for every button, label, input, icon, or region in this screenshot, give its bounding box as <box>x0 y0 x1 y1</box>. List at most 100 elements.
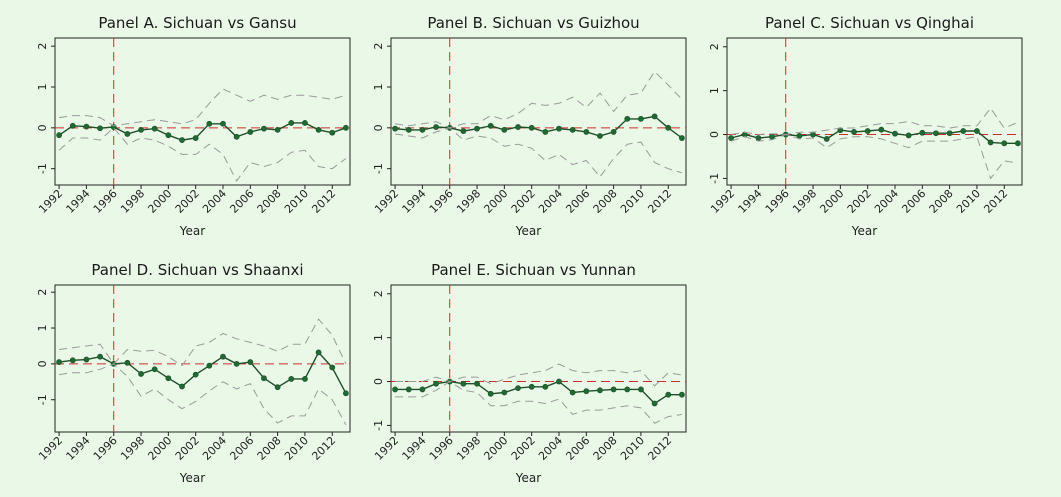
estimate-point <box>151 125 158 132</box>
panel-e: Panel E. Sichuan vs Yunnan -1 0 1 2 1992 1994 1… <box>356 255 696 495</box>
estimate-point <box>247 359 254 365</box>
x-tick-label: 2002 <box>173 187 202 216</box>
plot-frame <box>54 284 351 433</box>
x-axis-label: Year <box>179 471 205 485</box>
x-tick-label: 2004 <box>200 434 229 463</box>
estimate-point <box>392 386 398 393</box>
estimate-point <box>165 132 172 139</box>
estimate-point <box>569 126 576 133</box>
x-tick-label: 2004 <box>200 187 229 216</box>
x-tick-label: 2000 <box>481 434 510 463</box>
estimate-point <box>192 135 199 141</box>
chart-title: Panel A. Sichuan vs Gansu <box>98 14 296 32</box>
estimate-point <box>501 389 508 396</box>
estimate-point <box>192 371 199 378</box>
y-tick-label: -1 <box>36 394 49 405</box>
estimate-point <box>597 133 603 139</box>
estimate-point <box>56 132 62 139</box>
estimate-point <box>97 353 103 360</box>
estimate-point <box>56 359 62 365</box>
x-tick-label: 2010 <box>618 434 647 463</box>
estimate-point <box>515 124 521 130</box>
x-tick-label: 1998 <box>790 187 819 216</box>
estimate-point <box>433 380 439 387</box>
estimate-point <box>151 366 158 373</box>
x-tick-label: 1996 <box>427 434 456 463</box>
x-tick-label: 2012 <box>981 187 1010 216</box>
x-tick-label: 2010 <box>618 187 647 216</box>
estimate-point <box>138 371 144 377</box>
chart-panel-e: Panel E. Sichuan vs Yunnan-1012199219941… <box>372 261 687 485</box>
estimate-point <box>556 378 562 385</box>
estimate-point <box>933 130 939 137</box>
x-tick-label: 2002 <box>509 187 538 216</box>
estimate-point <box>329 364 336 371</box>
estimate-point <box>220 120 226 127</box>
estimate-point <box>728 135 734 141</box>
x-tick-label: 1992 <box>372 434 401 463</box>
estimate-point <box>679 135 685 141</box>
estimate-point <box>665 391 672 398</box>
y-tick-label: 2 <box>36 43 49 50</box>
x-tick-label: 1992 <box>372 187 401 216</box>
plot-frame <box>390 37 687 186</box>
upper-ci-line <box>395 363 682 387</box>
estimate-point <box>851 129 857 135</box>
estimate-point <box>405 386 412 393</box>
estimate-point <box>946 130 953 137</box>
estimate-point <box>343 124 349 131</box>
x-tick-label: 2012 <box>645 434 674 463</box>
x-tick-label: 2008 <box>255 187 284 216</box>
x-tick-label: 1998 <box>118 187 147 216</box>
x-tick-label: 2010 <box>282 187 311 216</box>
estimate-point <box>638 115 644 122</box>
estimate-point <box>864 128 871 134</box>
x-tick-label: 2012 <box>309 434 338 463</box>
estimate-point <box>302 120 308 126</box>
estimate-point <box>487 390 494 397</box>
y-tick-label: 0 <box>708 131 721 138</box>
estimate-point <box>665 124 672 131</box>
estimate-line <box>730 128 1018 145</box>
x-tick-label: 1994 <box>400 434 429 463</box>
estimate-point <box>679 391 685 398</box>
estimate-point <box>610 386 617 393</box>
x-axis-label: Year <box>179 224 205 238</box>
estimate-point <box>460 128 467 134</box>
y-tick-label: 1 <box>372 334 385 341</box>
chart-panel-b: Panel B. Sichuan vs Guizhou -1 0 1 2 19921994… <box>372 14 687 238</box>
estimate-point <box>597 387 603 394</box>
plot-frame <box>726 37 1023 186</box>
estimate-point <box>69 122 76 129</box>
estimate-point <box>69 357 76 364</box>
x-tick-label: 2006 <box>563 187 592 216</box>
estimate-point <box>987 139 994 146</box>
y-tick-label: 0 <box>372 124 385 131</box>
estimate-point <box>343 390 349 397</box>
chart-panel-a: Panel A. Sichuan vs Gansu-10121992199419… <box>36 14 351 238</box>
x-tick-label: 1998 <box>454 434 483 463</box>
plot-frame <box>54 37 351 186</box>
x-tick-label: 2002 <box>173 434 202 463</box>
x-tick-label: 1994 <box>400 187 429 216</box>
x-tick-label: 1994 <box>64 434 93 463</box>
estimate-point <box>419 126 426 133</box>
y-tick-label: 1 <box>708 87 721 94</box>
estimate-point <box>528 383 535 390</box>
estimate-point <box>247 129 254 135</box>
x-axis-label: Year <box>851 224 877 238</box>
lower-ci-line <box>730 133 1018 180</box>
estimate-point <box>651 113 658 120</box>
y-tick-label: 0 <box>36 124 49 131</box>
estimate-point <box>261 375 267 382</box>
panel-c: Panel C. Sichuan vs Qinghai -1 0 1 2 1992 1994… <box>692 8 1032 248</box>
x-axis-label: Year <box>515 471 541 485</box>
estimate-point <box>474 125 480 132</box>
chart-panel-c: Panel C. Sichuan vs Qinghai -1 0 1 2 19921994… <box>708 14 1023 238</box>
x-tick-label: 1994 <box>736 187 765 216</box>
estimate-point <box>315 126 322 133</box>
estimate-point <box>233 360 240 367</box>
x-tick-label: 1992 <box>36 187 65 216</box>
x-tick-label: 2010 <box>954 187 983 216</box>
x-tick-label: 2012 <box>645 187 674 216</box>
